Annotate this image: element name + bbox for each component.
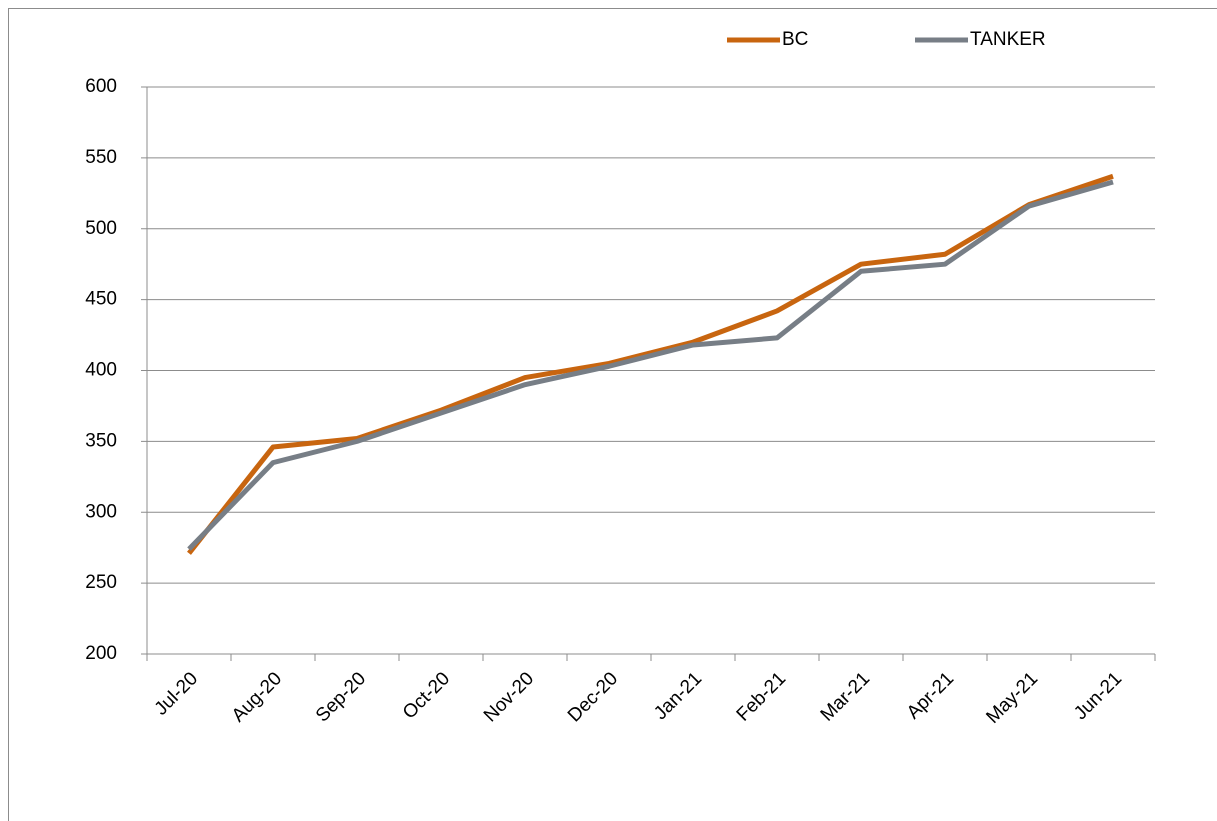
x-tick-label: Oct-20 (399, 668, 454, 723)
x-tick-label: Nov-20 (480, 668, 538, 726)
y-tick-label: 600 (85, 76, 117, 97)
y-tick-label: 400 (85, 360, 117, 381)
y-tick-label: 300 (85, 501, 117, 522)
y-tick-label: 500 (85, 218, 117, 239)
series-line (187, 179, 1114, 551)
x-tick-label: Aug-20 (228, 668, 286, 726)
x-tick-label: Feb-21 (733, 668, 790, 725)
chart-border (8, 8, 1217, 821)
x-tick-label: Jan-21 (650, 668, 706, 724)
x-tick-label: Jun-21 (1070, 668, 1126, 724)
x-tick-label: Apr-21 (903, 668, 958, 723)
y-tick-label: 350 (85, 430, 117, 451)
y-tick-label: 200 (85, 643, 117, 664)
x-tick-label: Jul-20 (151, 668, 202, 719)
x-tick-label: Sep-20 (312, 668, 370, 726)
y-tick-label: 450 (85, 289, 117, 310)
x-tick-label: May-21 (982, 668, 1042, 728)
x-tick-label: Mar-21 (817, 668, 874, 725)
x-tick-label: Dec-20 (564, 668, 622, 726)
series-line (187, 173, 1114, 555)
y-tick-label: 250 (85, 572, 117, 593)
legend-label: BC (782, 29, 808, 50)
legend-label: TANKER (970, 29, 1046, 50)
y-tick-label: 550 (85, 147, 117, 168)
